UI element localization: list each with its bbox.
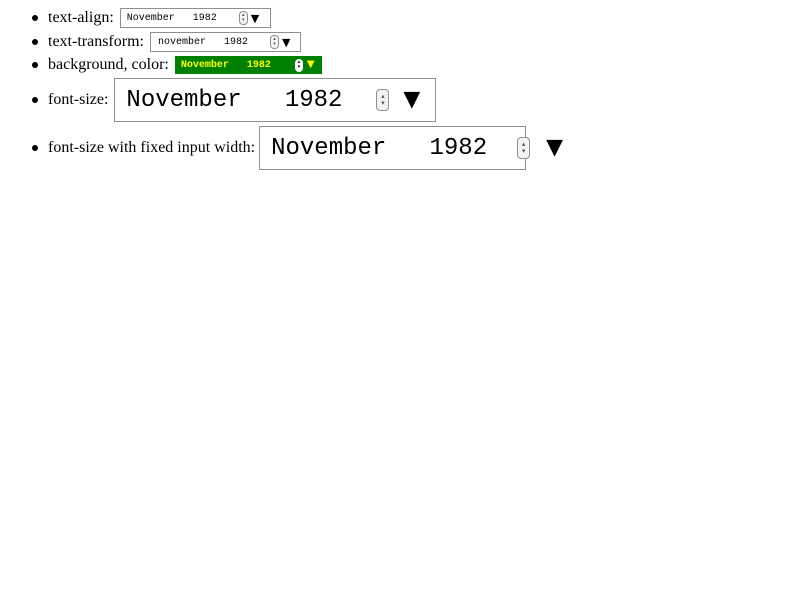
bullet-icon: [32, 39, 38, 45]
overflow-controls: ▴ ▾ ▼: [515, 137, 563, 159]
row-label: text-transform:: [48, 33, 144, 50]
month-value[interactable]: november 1982: [157, 36, 248, 48]
dropdown-arrow-icon[interactable]: ▼: [281, 35, 291, 49]
spinner-icon[interactable]: ▴ ▾: [376, 89, 390, 111]
row-text-transform: text-transform: november 1982 ▴ ▾ ▼: [32, 32, 800, 52]
demo-list: text-align: November 1982 ▴ ▾ ▼ text-tra…: [0, 0, 800, 170]
spinner-icon[interactable]: ▴ ▾: [294, 58, 303, 72]
spinner-down-icon[interactable]: ▾: [242, 17, 245, 23]
row-label: font-size with fixed input width:: [48, 139, 256, 156]
spinner-icon[interactable]: ▴ ▾: [269, 35, 279, 49]
month-value[interactable]: November 1982: [271, 134, 488, 162]
bullet-icon: [32, 145, 38, 151]
spinner-up-icon[interactable]: ▴: [297, 59, 301, 65]
dropdown-arrow-icon[interactable]: ▼: [250, 11, 260, 25]
dropdown-arrow-icon[interactable]: ▼: [546, 135, 563, 160]
row-background-color: background, color: November 1982 ▴ ▾ ▼: [32, 56, 800, 74]
row-font-size: font-size: November 1982 ▴ ▾ ▼: [32, 78, 800, 122]
row-text-align: text-align: November 1982 ▴ ▾ ▼: [32, 8, 800, 28]
month-input-text-transform[interactable]: november 1982 ▴ ▾ ▼: [149, 32, 301, 52]
month-input-text-align[interactable]: November 1982 ▴ ▾ ▼: [119, 8, 271, 28]
spinner-up-icon[interactable]: ▴: [521, 140, 526, 148]
month-value[interactable]: November 1982: [126, 12, 217, 24]
row-label: text-align:: [48, 9, 114, 26]
dropdown-arrow-icon[interactable]: ▼: [306, 59, 315, 70]
spinner-icon[interactable]: ▴ ▾: [238, 11, 248, 25]
dropdown-arrow-icon[interactable]: ▼: [403, 87, 421, 112]
spinner-down-icon[interactable]: ▾: [273, 41, 276, 47]
row-font-size-fixed-width: font-size with fixed input width: Novemb…: [32, 126, 800, 170]
month-input-fixed-width[interactable]: November 1982: [259, 126, 527, 170]
spinner-up-icon[interactable]: ▴: [273, 36, 276, 42]
spinner-up-icon[interactable]: ▴: [242, 12, 245, 18]
bullet-icon: [32, 62, 38, 68]
bullet-icon: [32, 97, 38, 103]
spinner-icon[interactable]: ▴ ▾: [517, 137, 531, 159]
row-label: background, color:: [48, 56, 169, 73]
bullet-icon: [32, 15, 38, 21]
row-label: font-size:: [48, 91, 109, 108]
month-input-background-color[interactable]: November 1982 ▴ ▾ ▼: [174, 56, 322, 74]
month-input-font-size[interactable]: November 1982 ▴ ▾ ▼: [114, 78, 437, 122]
spinner-down-icon[interactable]: ▾: [521, 147, 526, 155]
spinner-down-icon[interactable]: ▾: [297, 64, 301, 70]
month-value[interactable]: November 1982: [126, 86, 343, 114]
month-value[interactable]: November 1982: [180, 59, 271, 71]
spinner-down-icon[interactable]: ▾: [381, 99, 385, 107]
spinner-up-icon[interactable]: ▴: [381, 92, 385, 100]
